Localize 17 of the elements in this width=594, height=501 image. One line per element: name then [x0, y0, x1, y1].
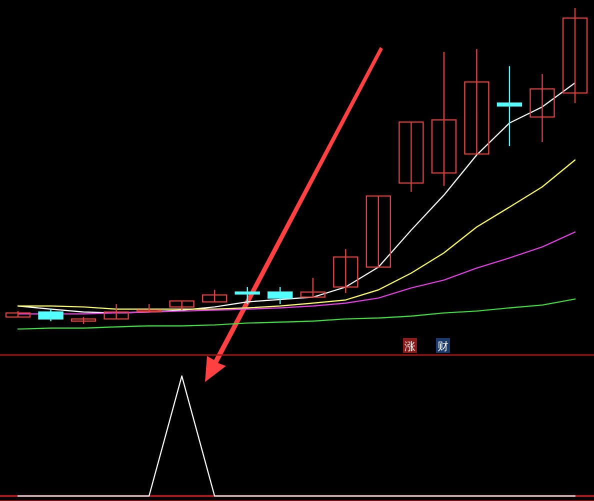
- candlestick: [268, 286, 293, 305]
- candlestick: [366, 195, 392, 268]
- candlestick: [202, 289, 228, 302]
- candlestick: [562, 7, 588, 104]
- candlestick: [496, 66, 522, 147]
- candlestick: [169, 300, 194, 311]
- candlestick: [530, 73, 555, 143]
- text: 财: [438, 340, 448, 353]
- candlestick: [38, 308, 64, 322]
- candlestick: [431, 51, 457, 187]
- candlestick: [104, 303, 129, 320]
- candlestick: [300, 277, 326, 298]
- candlestick: [398, 121, 424, 193]
- candlestick: [234, 286, 260, 305]
- candlestick: [333, 248, 358, 294]
- candlestick: [464, 48, 490, 155]
- text: 涨: [404, 340, 416, 353]
